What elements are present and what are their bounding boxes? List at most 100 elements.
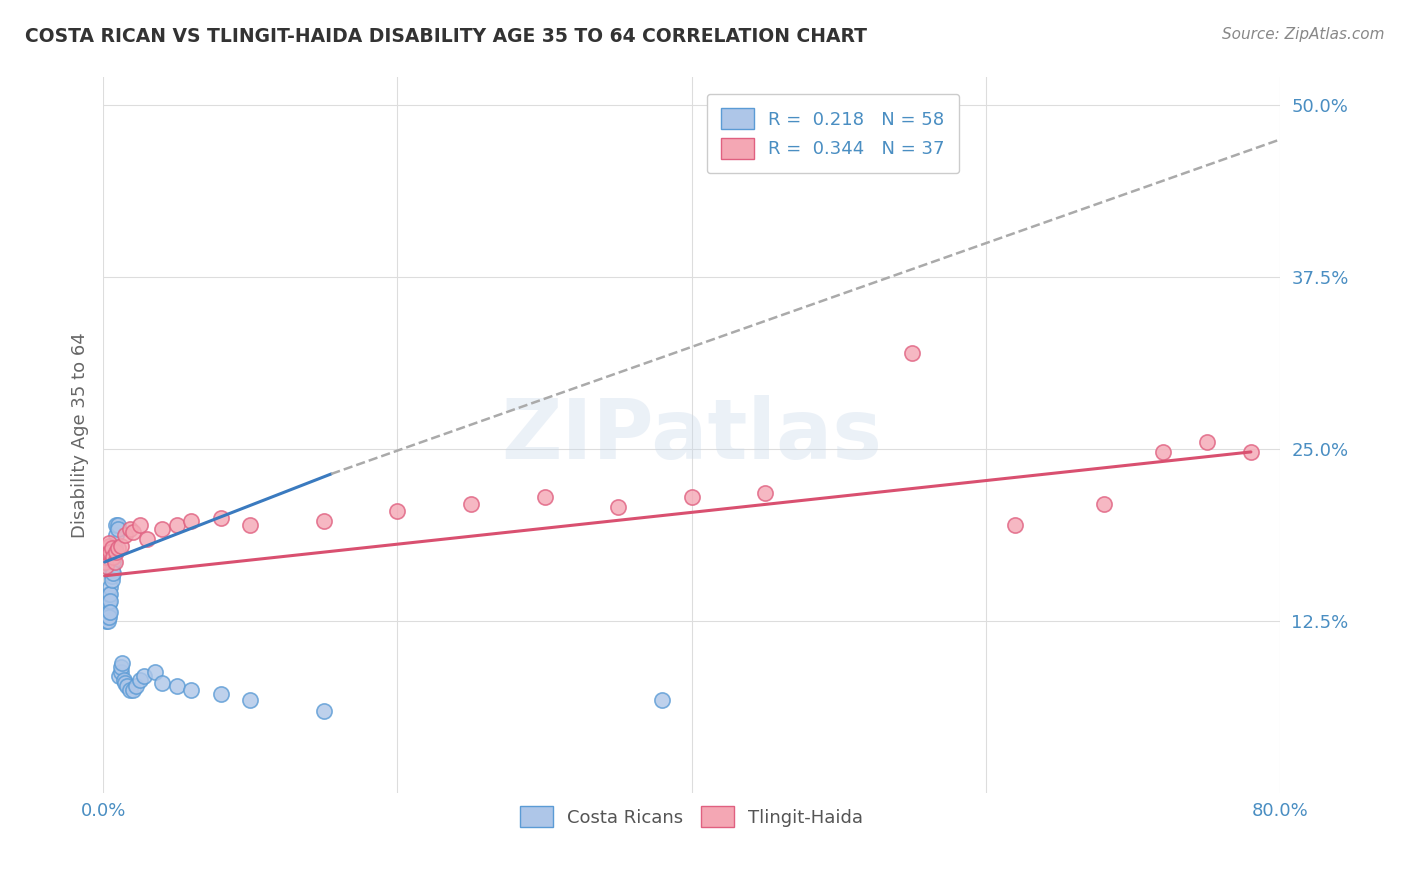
Point [901, 346, 924, 360]
Point [101, 541, 124, 556]
Point [93, 610, 115, 624]
Point [239, 692, 262, 706]
Point [100, 593, 122, 607]
Point [107, 522, 129, 536]
Point [110, 665, 132, 680]
Point [101, 573, 124, 587]
Point [94, 599, 117, 613]
Point [118, 522, 141, 536]
Point [110, 539, 132, 553]
Point [94, 559, 117, 574]
Point [754, 486, 776, 500]
Text: COSTA RICAN VS TLINGIT-HAIDA DISABILITY AGE 35 TO 64 CORRELATION CHART: COSTA RICAN VS TLINGIT-HAIDA DISABILITY … [25, 27, 868, 45]
Point [166, 517, 188, 532]
Point [94, 600, 117, 615]
Point [1152, 445, 1174, 459]
Point [98, 535, 121, 549]
Point [105, 545, 128, 559]
Point [105, 517, 128, 532]
Point [104, 555, 127, 569]
Point [96, 614, 118, 628]
Point [121, 683, 143, 698]
Point [121, 524, 143, 539]
Point [110, 659, 132, 673]
Point [180, 683, 202, 698]
Point [209, 511, 232, 525]
Point [114, 527, 136, 541]
Point [1004, 517, 1026, 532]
Point [96, 596, 118, 610]
Point [94, 610, 117, 624]
Point [96, 600, 118, 615]
Point [98, 591, 121, 605]
Point [150, 676, 173, 690]
Point [312, 514, 335, 528]
Text: ZIPatlas: ZIPatlas [501, 395, 882, 476]
Point [180, 514, 202, 528]
Point [101, 569, 124, 583]
Point [98, 610, 121, 624]
Point [107, 541, 129, 556]
Point [107, 517, 129, 532]
Point [115, 679, 138, 693]
Point [129, 517, 152, 532]
Point [94, 605, 117, 619]
Point [1195, 435, 1218, 450]
Point [387, 504, 409, 518]
Point [98, 605, 121, 619]
Point [103, 549, 125, 564]
Point [93, 555, 115, 569]
Point [93, 607, 115, 622]
Point [103, 549, 125, 564]
Text: Source: ZipAtlas.com: Source: ZipAtlas.com [1222, 27, 1385, 42]
Point [103, 566, 125, 580]
Point [166, 679, 188, 693]
Point [96, 545, 118, 559]
Point [681, 491, 703, 505]
Point [96, 607, 118, 622]
Point [94, 607, 117, 622]
Point [98, 596, 121, 610]
Point [100, 545, 122, 559]
Point [100, 605, 122, 619]
Point [98, 539, 121, 553]
Point [114, 676, 136, 690]
Point [111, 656, 134, 670]
Point [143, 665, 166, 680]
Point [136, 532, 159, 546]
Point [134, 669, 156, 683]
Point [104, 545, 127, 559]
Point [118, 683, 141, 698]
Point [239, 517, 262, 532]
Point [112, 673, 135, 688]
Point [150, 522, 173, 536]
Point [93, 600, 115, 615]
Point [94, 614, 117, 628]
Point [96, 610, 118, 624]
Point [108, 669, 131, 683]
Point [93, 605, 115, 619]
Point [1092, 497, 1115, 511]
Point [124, 679, 146, 693]
Point [96, 605, 118, 619]
Point [101, 563, 124, 577]
Point [1240, 445, 1263, 459]
Point [129, 673, 152, 688]
Point [93, 596, 115, 610]
Point [651, 692, 673, 706]
Point [312, 704, 335, 718]
Point [98, 587, 121, 601]
Point [533, 491, 555, 505]
Point [105, 527, 128, 541]
Point [100, 587, 122, 601]
Point [94, 549, 117, 564]
Point [460, 497, 482, 511]
Legend: Costa Ricans, Tlingit-Haida: Costa Ricans, Tlingit-Haida [513, 799, 870, 834]
Point [96, 541, 118, 556]
Point [209, 687, 232, 701]
Y-axis label: Disability Age 35 to 64: Disability Age 35 to 64 [72, 333, 89, 538]
Point [103, 555, 125, 569]
Point [104, 541, 127, 556]
Point [607, 500, 630, 514]
Point [100, 580, 122, 594]
